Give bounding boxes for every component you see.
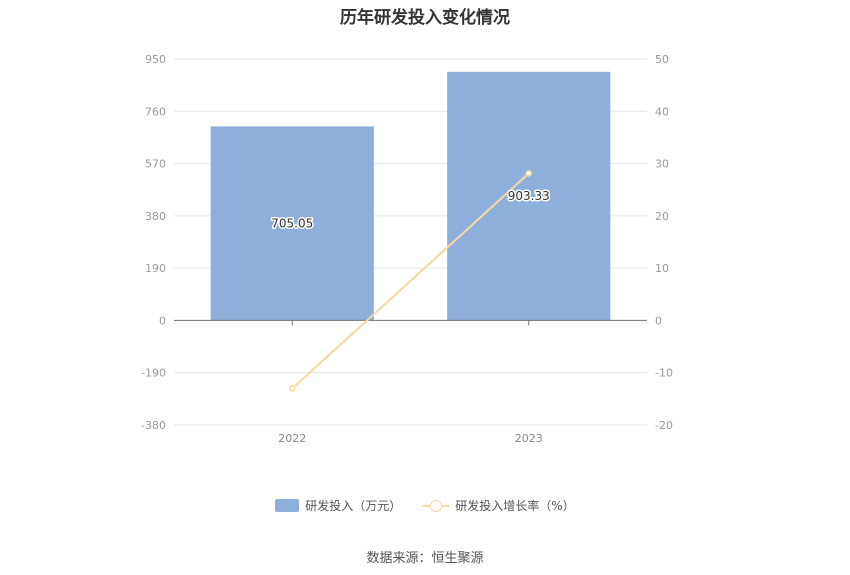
y-left-tick-label: 380: [145, 210, 166, 223]
legend-item-growth-rate[interactable]: 研发投入增长率（%）: [423, 497, 575, 514]
legend-item-rd-investment[interactable]: 研发投入（万元）: [275, 497, 401, 514]
y-left-tick-label: 570: [145, 158, 166, 171]
y-left-tick-label: -380: [141, 419, 166, 432]
bar: [210, 126, 374, 321]
bar: [447, 71, 611, 321]
y-right-tick-label: -10: [655, 367, 673, 380]
y-left-tick-label: 190: [145, 262, 166, 275]
source-note: 数据来源：恒生聚源: [366, 551, 484, 566]
y-right-tick-label: 30: [655, 158, 669, 171]
bar-data-label: 705.05: [271, 216, 313, 230]
x-category-label: 2022: [278, 432, 306, 445]
legend: 研发投入（万元） 研发投入增长率（%）: [0, 497, 850, 514]
chart-title: 历年研发投入变化情况: [340, 8, 510, 28]
growth-rate-point: [525, 170, 532, 177]
legend-label-rd-investment: 研发投入（万元）: [305, 499, 402, 513]
y-right-tick-label: 10: [655, 262, 669, 275]
y-right-tick-label: 40: [655, 105, 669, 118]
y-left-tick-label: 0: [159, 314, 166, 327]
y-left-tick-label: 760: [145, 105, 166, 118]
legend-line-swatch: [423, 499, 450, 513]
growth-rate-line: [291, 172, 530, 390]
x-category-label: 2023: [515, 432, 543, 445]
y-right-tick-label: 20: [655, 210, 669, 223]
y-right-tick-label: 0: [655, 314, 662, 327]
y-right-tick-label: 50: [655, 53, 669, 66]
y-left-tick-label: -190: [141, 367, 166, 380]
legend-bar-swatch: [275, 499, 300, 512]
growth-rate-point: [289, 385, 296, 392]
bar-data-label: 903.33: [508, 189, 550, 203]
legend-label-growth-rate: 研发投入增长率（%）: [455, 499, 575, 513]
y-right-tick-label: -20: [655, 419, 673, 432]
y-left-tick-label: 950: [145, 53, 166, 66]
